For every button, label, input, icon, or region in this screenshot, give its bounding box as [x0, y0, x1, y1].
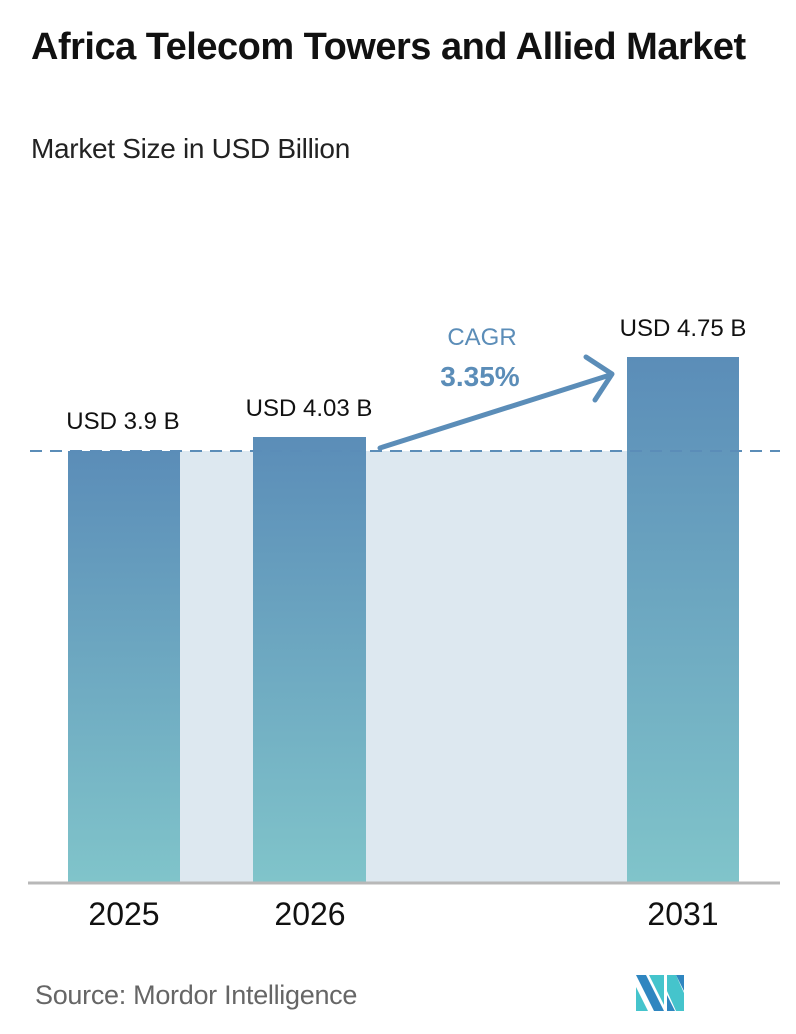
cagr-arrow-icon — [377, 354, 615, 451]
x-tick-label: 2025 — [88, 896, 159, 932]
x-tick-label: 2026 — [274, 896, 345, 932]
source-text: Source: Mordor Intelligence — [35, 980, 358, 1010]
cagr-label: CAGR — [447, 324, 516, 351]
chart-title: Africa Telecom Towers and Allied Market — [31, 26, 746, 68]
bar-value-label: USD 3.9 B — [66, 408, 179, 435]
bar-2031 — [627, 357, 739, 882]
cagr-value: 3.35% — [440, 361, 519, 392]
bar-value-label: USD 4.03 B — [246, 395, 373, 422]
chart-subtitle: Market Size in USD Billion — [31, 133, 350, 164]
x-tick-label: 2031 — [647, 896, 718, 932]
bar-2026 — [253, 437, 366, 882]
mordor-intelligence-logo-icon — [636, 975, 684, 1011]
bar-value-label: USD 4.75 B — [620, 315, 747, 342]
bar-2025 — [68, 451, 180, 882]
